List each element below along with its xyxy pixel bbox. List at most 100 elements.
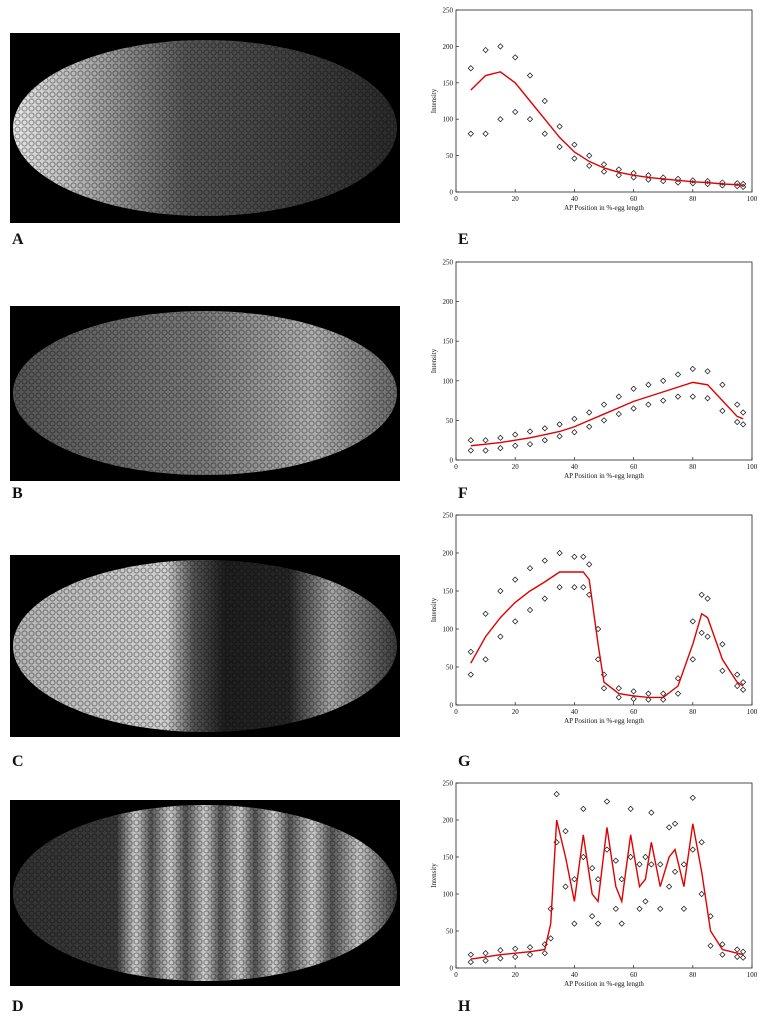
x-tick-label: 20: [512, 463, 520, 471]
data-point: [512, 442, 519, 449]
plot-frame: [455, 9, 753, 193]
panel-label: F: [458, 485, 468, 502]
data-point: [526, 565, 534, 572]
data-point: [615, 172, 622, 179]
data-point: [512, 953, 519, 960]
data-point: [630, 695, 637, 703]
data-point: [556, 143, 563, 150]
data-point: [645, 696, 652, 703]
data-point: [698, 629, 705, 636]
x-tick-label: 60: [630, 195, 638, 203]
data-point: [600, 168, 608, 175]
data-point: [612, 857, 619, 864]
data-point: [571, 141, 578, 148]
data-point: [482, 130, 489, 137]
data-point: [586, 561, 593, 568]
data-point: [674, 179, 682, 186]
data-point: [740, 409, 747, 416]
chart: 0 20 40 60 80 100 0 50 100 150 200 250 AP Position i…: [430, 259, 758, 503]
x-tick-label: 20: [512, 708, 520, 716]
data-point: [719, 667, 726, 674]
data-point: [704, 368, 711, 375]
data-point: [740, 180, 747, 188]
data-point: [541, 557, 548, 564]
data-point: [497, 587, 504, 595]
data-point: [467, 130, 474, 137]
data-point: [660, 174, 667, 181]
data-point: [615, 685, 622, 692]
data-point: [497, 434, 504, 441]
y-tick-label: 50: [446, 417, 454, 425]
data-point: [618, 876, 625, 883]
data-point: [698, 591, 705, 598]
data-point: [556, 549, 563, 557]
data-point: [618, 920, 625, 927]
data-point: [648, 809, 655, 816]
data-point: [482, 46, 489, 54]
y-tick-label: 200: [443, 550, 454, 558]
fit-line: [470, 819, 744, 960]
x-axis-label: AP Position in %-egg length: [564, 980, 644, 988]
data-point: [467, 951, 474, 958]
data-point: [526, 606, 534, 614]
data-point: [526, 72, 534, 79]
y-tick-label: 250: [443, 512, 454, 520]
data-point: [556, 123, 563, 130]
data-point: [553, 791, 560, 798]
x-tick-label: 100: [747, 708, 758, 716]
data-point: [497, 43, 504, 50]
data-point: [740, 183, 747, 190]
panel-label: G: [458, 753, 471, 770]
data-point: [734, 418, 741, 426]
data-point: [571, 876, 578, 883]
data-point: [689, 846, 696, 853]
chart: 0 20 40 60 80 100 0 50 100 150 200 250 AP Position i…: [430, 512, 758, 771]
data-point: [594, 920, 602, 927]
x-tick-label: 0: [454, 463, 458, 471]
data-point: [482, 950, 489, 957]
x-tick-label: 80: [689, 463, 697, 471]
y-tick-label: 0: [450, 189, 454, 197]
data-point: [674, 690, 682, 697]
data-point: [674, 393, 682, 400]
data-point: [704, 595, 711, 602]
data-point: [689, 393, 696, 400]
y-tick-label: 100: [443, 891, 454, 899]
data-point: [648, 861, 655, 868]
data-point: [526, 428, 534, 435]
data-point: [586, 409, 593, 416]
data-point: [571, 553, 578, 560]
data-point: [740, 686, 747, 693]
y-tick-label: 100: [443, 377, 454, 385]
data-point: [571, 920, 578, 927]
data-point: [600, 685, 608, 692]
data-point: [660, 377, 667, 384]
x-tick-label: 80: [689, 195, 697, 203]
plot-frame: [455, 782, 753, 969]
data-point: [734, 946, 741, 953]
data-point: [740, 679, 747, 686]
data-point: [571, 584, 578, 591]
data-point: [512, 618, 519, 625]
data-point: [671, 820, 679, 827]
data-point: [680, 905, 688, 912]
panel-label: A: [12, 231, 24, 248]
data-point: [541, 437, 548, 444]
data-point: [600, 417, 608, 424]
y-tick-label: 100: [443, 116, 454, 124]
chart: 0 20 40 60 80 100 0 50 100 150 200 250 AP Position i…: [430, 780, 758, 1016]
data-point: [680, 861, 688, 868]
panel-label: D: [12, 998, 24, 1015]
data-point: [512, 54, 519, 61]
data-point: [526, 951, 534, 958]
data-point: [589, 913, 596, 920]
data-point: [580, 853, 587, 861]
y-tick-label: 100: [443, 626, 454, 634]
x-tick-label: 20: [512, 195, 520, 203]
data-point: [630, 405, 637, 412]
data-point: [541, 425, 548, 432]
data-point: [482, 656, 489, 663]
data-point: [615, 393, 622, 400]
x-tick-label: 100: [747, 971, 758, 979]
y-tick-label: 50: [446, 152, 454, 160]
